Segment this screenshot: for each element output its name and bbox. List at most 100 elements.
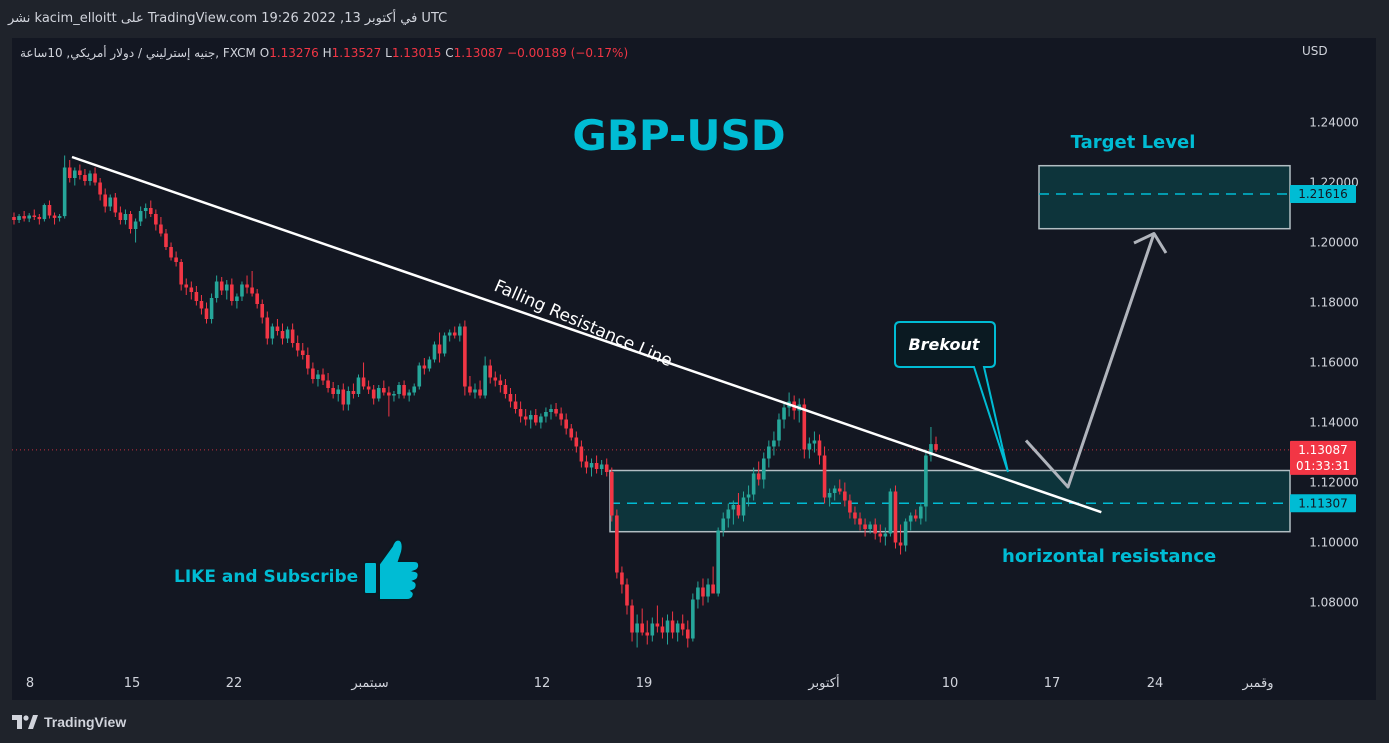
candlestick-chart[interactable]: Falling Resistance Line Brekout GBP-USD Tar…: [12, 38, 1376, 700]
candle: [417, 365, 422, 387]
candle: [300, 350, 305, 355]
candle: [437, 344, 442, 354]
candle: [802, 404, 807, 450]
change-value: −0.00189 (−0.17%): [507, 46, 629, 60]
candle: [270, 326, 275, 339]
candle: [133, 221, 138, 229]
candle: [594, 463, 599, 469]
thumb-cuff: [363, 561, 378, 595]
time-tick-label: 22: [226, 676, 243, 691]
candle: [680, 623, 685, 630]
candle: [311, 368, 315, 379]
time-tick-label: 15: [124, 676, 141, 691]
candle: [706, 584, 710, 597]
time-tick-label: سبتمبر: [350, 676, 388, 691]
currency-label: USD: [1302, 44, 1328, 58]
candle: [726, 509, 731, 519]
low-label: L: [385, 46, 392, 60]
candle: [549, 409, 553, 412]
symbol-name[interactable]: جنيه إسترليني / دولار أمريكي, 10ساعة, FX…: [20, 46, 256, 60]
price-tick-label: 1.24000: [1309, 116, 1359, 130]
candle: [204, 308, 209, 319]
candle: [650, 623, 655, 636]
candle: [493, 377, 498, 381]
candle: [756, 473, 761, 480]
candle: [832, 488, 837, 493]
candle: [908, 515, 913, 522]
candle: [57, 216, 62, 218]
footer-brand[interactable]: TradingView: [44, 714, 127, 730]
candle: [382, 388, 386, 393]
candle: [432, 344, 437, 360]
target-level-label: Target Level: [1071, 132, 1196, 153]
candle: [402, 385, 406, 396]
candle: [488, 365, 493, 378]
candle: [934, 444, 938, 450]
candle: [164, 233, 168, 247]
candle: [387, 392, 391, 396]
candle: [574, 437, 579, 447]
candle: [392, 394, 396, 396]
like-subscribe-label: LIKE and Subscribe: [174, 567, 358, 587]
candle: [118, 212, 123, 220]
chart-area[interactable]: Falling Resistance Line Brekout GBP-USD Tar…: [12, 38, 1376, 700]
candle: [584, 461, 589, 468]
high-value: 1.13527: [331, 46, 382, 60]
price-tick-label: 1.12000: [1309, 476, 1359, 490]
candle: [873, 524, 878, 534]
candle: [219, 281, 224, 291]
thumb-hand: [378, 538, 421, 601]
top-bar: نشر kacim_elloitt على TradingView.com 19…: [0, 0, 1389, 38]
candle: [240, 284, 244, 297]
candle: [93, 173, 97, 183]
last-price-badge: [1290, 440, 1356, 475]
candle: [544, 412, 548, 417]
candle: [295, 343, 300, 351]
price-tick-label: 1.18000: [1309, 296, 1359, 310]
candle: [924, 455, 928, 507]
candle: [255, 293, 259, 304]
candle: [174, 257, 178, 262]
candle: [645, 632, 650, 636]
candle: [37, 217, 42, 220]
tradingview-logo-icon[interactable]: [12, 715, 38, 729]
breakout-label: Brekout: [908, 335, 980, 354]
candle: [265, 317, 270, 339]
candle: [214, 281, 219, 298]
thumbs-up-icon: [363, 538, 421, 601]
candle: [812, 440, 817, 444]
candle: [837, 488, 842, 492]
chart-title: GBP-USD: [572, 111, 785, 160]
candle: [635, 623, 639, 633]
candle: [321, 374, 325, 381]
support-price-value: 1.11307: [1298, 496, 1348, 510]
candle: [721, 518, 726, 531]
candle: [412, 386, 417, 393]
candle: [640, 623, 644, 633]
candle: [919, 506, 923, 519]
time-tick-label: 10: [942, 676, 959, 691]
footer: TradingView: [12, 708, 126, 736]
candle: [42, 205, 47, 220]
candle: [113, 197, 118, 213]
candle: [341, 389, 346, 405]
candle: [473, 389, 477, 393]
time-tick-label: وقمبر: [1241, 676, 1273, 691]
candle: [397, 385, 401, 394]
open-label: O: [259, 46, 270, 60]
candle: [711, 584, 715, 594]
candle: [17, 216, 21, 220]
candle: [539, 416, 543, 423]
last-price-countdown: 01:33:31: [1296, 459, 1350, 473]
time-tick-label: 19: [636, 676, 653, 691]
candle: [376, 388, 381, 399]
close-label: C: [445, 46, 454, 60]
candle: [746, 494, 751, 498]
candle: [366, 386, 371, 390]
candle: [189, 287, 194, 292]
candle: [12, 217, 16, 220]
candle: [503, 385, 508, 394]
candle: [98, 182, 102, 195]
candle: [275, 326, 280, 331]
candle: [52, 215, 57, 218]
